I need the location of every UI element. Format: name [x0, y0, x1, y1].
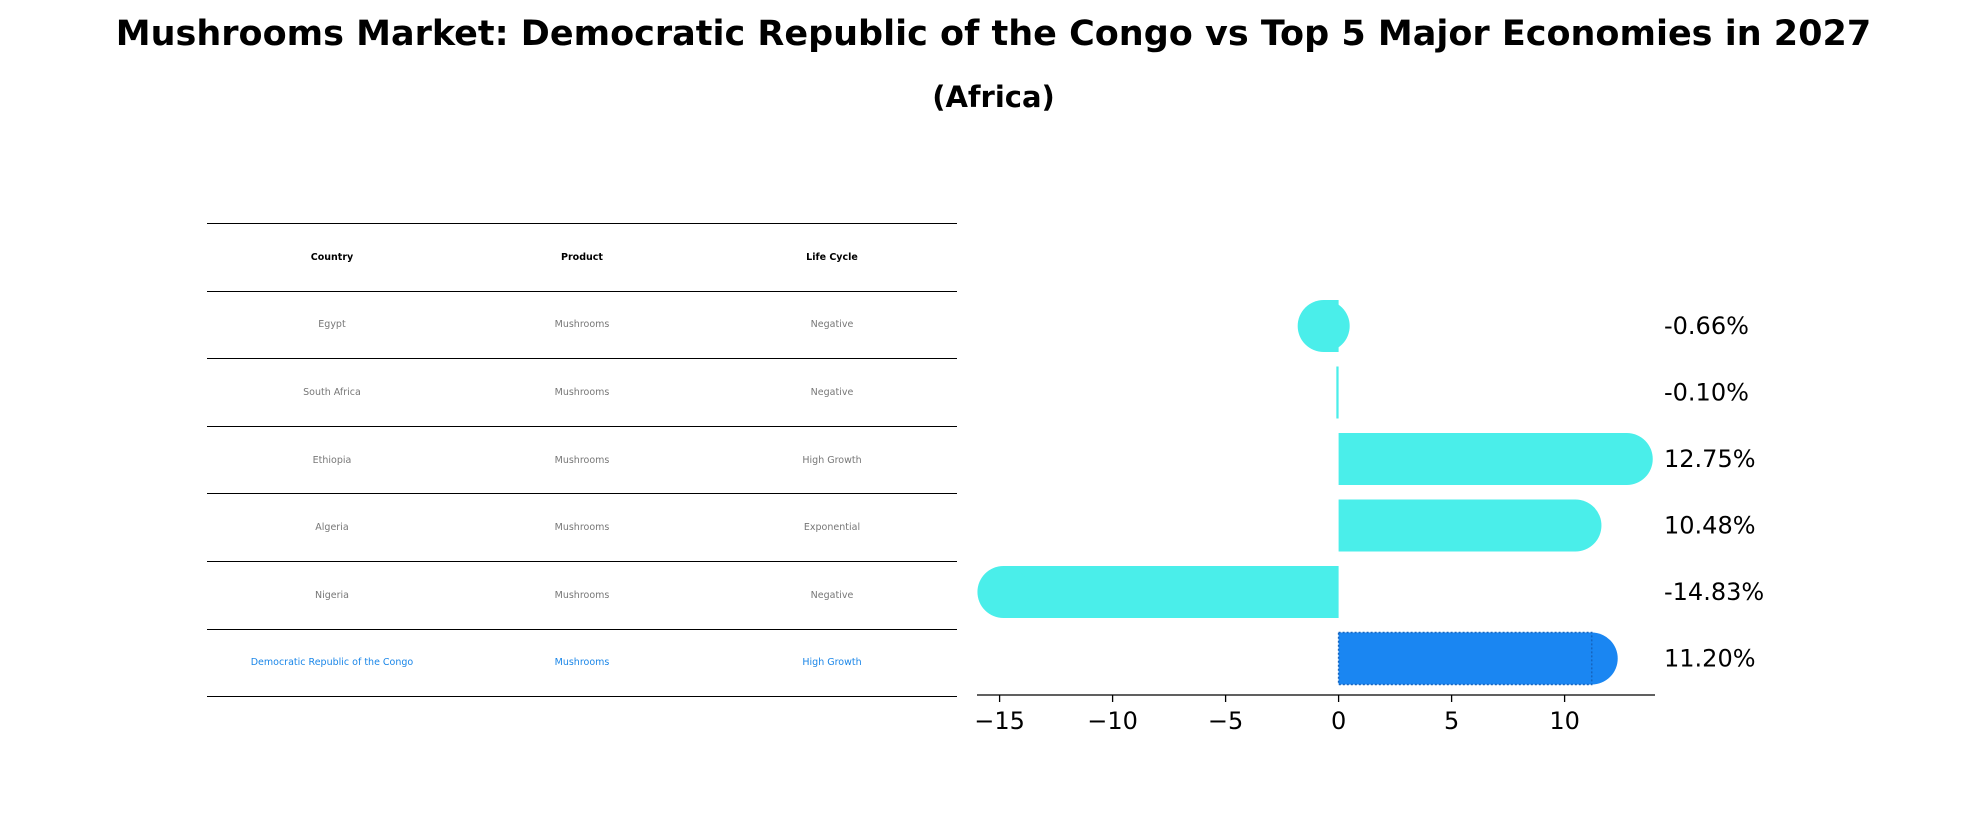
bar-value-label: -0.10% [1664, 379, 1749, 407]
x-tick-label: −15 [974, 707, 1025, 735]
cell-country: Ethiopia [312, 454, 352, 466]
bar-6 [1337, 631, 1618, 686]
cell-life-cycle: High Growth [802, 657, 862, 669]
header-life-cycle: Life Cycle [806, 251, 858, 263]
cell-product: Mushrooms [554, 454, 610, 466]
cell-life-cycle: Negative [810, 319, 854, 331]
table-header-row: Country Product Life Cycle [207, 223, 957, 292]
bar-5 [977, 566, 1339, 618]
bar-1 [1297, 300, 1350, 352]
cell-country: South Africa [303, 386, 361, 398]
cell-country: Nigeria [315, 589, 349, 601]
cell-life-cycle: High Growth [802, 454, 862, 466]
bar-value-label: 10.48% [1664, 512, 1756, 540]
bar-value-label: 12.75% [1664, 445, 1756, 473]
bar-4 [1338, 499, 1602, 552]
table-row-highlight: Democratic Republic of the Congo Mushroo… [207, 630, 957, 698]
table-row: Algeria Mushrooms Exponential [207, 494, 957, 562]
cell-country: Democratic Republic of the Congo [250, 657, 414, 669]
x-tick-label: 10 [1549, 707, 1580, 735]
x-tick-label: −5 [1208, 707, 1243, 735]
table-row: Ethiopia Mushrooms High Growth [207, 427, 957, 495]
cell-life-cycle: Negative [810, 589, 854, 601]
cell-life-cycle: Exponential [803, 522, 861, 534]
x-tick-label: −10 [1087, 707, 1138, 735]
header-product: Product [561, 251, 603, 263]
table-row: Nigeria Mushrooms Negative [207, 562, 957, 630]
cell-country: Algeria [315, 522, 349, 534]
bar-2 [1336, 366, 1339, 419]
table-row: South Africa Mushrooms Negative [207, 359, 957, 427]
header-country: Country [310, 251, 354, 263]
bar-value-label: -14.83% [1664, 578, 1764, 606]
x-tick-label: 0 [1331, 707, 1346, 735]
cell-product: Mushrooms [554, 522, 610, 534]
x-tick-label: 5 [1444, 707, 1459, 735]
cell-country: Egypt [318, 319, 346, 331]
table-row: Egypt Mushrooms Negative [207, 292, 957, 360]
bar-3 [1338, 433, 1653, 485]
cell-product: Mushrooms [554, 589, 610, 601]
chart-title: Mushrooms Market: Democratic Republic of… [115, 14, 1872, 54]
cell-life-cycle: Negative [810, 386, 854, 398]
bar-value-label: -0.66% [1664, 312, 1749, 340]
cell-product: Mushrooms [554, 657, 610, 669]
bar-value-label: 11.20% [1664, 645, 1756, 673]
country-table: Country Product Life Cycle Egypt Mushroo… [207, 223, 957, 698]
cell-product: Mushrooms [554, 386, 610, 398]
chart-subtitle: (Africa) [932, 80, 1055, 114]
cell-product: Mushrooms [554, 319, 610, 331]
